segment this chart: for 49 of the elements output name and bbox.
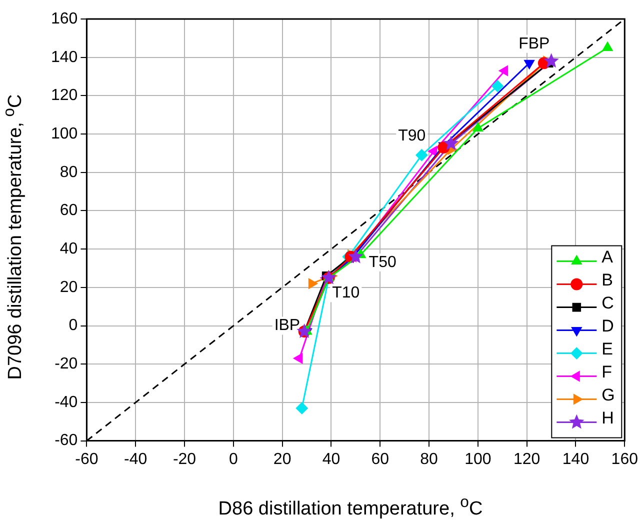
legend-label: B <box>602 270 613 290</box>
y-tick-label: 100 <box>50 125 78 142</box>
x-tick-label: 0 <box>228 450 238 468</box>
y-tick-label: 140 <box>50 48 78 66</box>
x-tick-label: 100 <box>464 450 492 468</box>
point <box>498 66 508 76</box>
y-tick-label: 160 <box>50 10 78 28</box>
annotation: FBP <box>518 35 550 52</box>
x-tick-label: -60 <box>75 450 98 468</box>
x-tick-label: 60 <box>371 450 390 468</box>
y-tick-label: 120 <box>50 87 78 104</box>
y-tick-label: -60 <box>54 432 78 450</box>
x-tick-label: -40 <box>124 450 148 468</box>
y-tick-label: 60 <box>60 202 78 220</box>
legend-label: D <box>602 316 614 336</box>
y-tick-label: 80 <box>60 164 78 181</box>
point <box>348 248 364 264</box>
legend-label: H <box>602 408 614 428</box>
legend-label: C <box>602 293 614 312</box>
legend-label: G <box>602 385 615 404</box>
point <box>296 402 308 414</box>
point <box>308 278 318 289</box>
annotation: T10 <box>332 284 360 302</box>
legend-label: F <box>602 362 612 382</box>
x-tick-label: 120 <box>513 450 540 468</box>
annotation: T50 <box>368 254 396 271</box>
point <box>472 122 484 132</box>
point <box>602 42 613 52</box>
point <box>428 146 438 157</box>
annotation: T90 <box>398 127 426 144</box>
legend-label: E <box>602 339 613 358</box>
point <box>293 353 303 364</box>
y-tick-label: -20 <box>54 356 78 373</box>
y-tick-label: 20 <box>60 278 78 296</box>
x-tick-label: 140 <box>562 450 590 468</box>
point <box>416 149 428 162</box>
x-tick-label: 160 <box>611 450 638 468</box>
x-tick-label: -20 <box>172 450 196 468</box>
y-tick-label: 40 <box>60 240 78 258</box>
y-tick-label: 0 <box>68 317 78 334</box>
annotation: IBP <box>274 317 300 334</box>
y-tick-label: -40 <box>54 394 78 411</box>
x-axis-title: D86 distillation temperature, $^{o}$C <box>217 494 484 520</box>
point <box>492 80 504 92</box>
x-tick-label: 20 <box>273 450 292 468</box>
legend-label: A <box>602 247 614 266</box>
x-tick-label: 80 <box>420 450 438 468</box>
x-tick-label: 40 <box>322 450 340 468</box>
point <box>443 136 459 150</box>
